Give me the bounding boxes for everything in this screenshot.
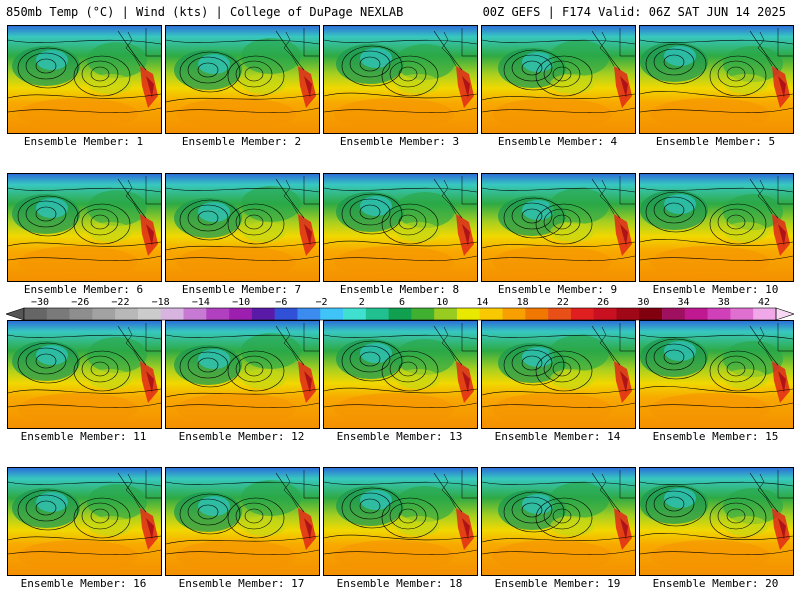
valid-time: 00Z GEFS | F174 Valid: 06Z SAT JUN 14 20… [482, 5, 786, 19]
colorbar-swatch [548, 308, 572, 320]
ensemble-member-label: Ensemble Member: 20 [652, 577, 779, 590]
colorbar-tick-label: −6 [275, 297, 288, 308]
colorbar-swatch [320, 308, 344, 320]
ensemble-member-map [639, 467, 794, 576]
colorbar-tick-label: −22 [111, 297, 130, 308]
ensemble-member-map [165, 467, 320, 576]
colorbar-swatch [251, 308, 275, 320]
colorbar-swatch [707, 308, 731, 320]
ensemble-member-label: Ensemble Member: 2 [181, 135, 302, 148]
colorbar-swatch [502, 308, 526, 320]
colorbar-swatch [92, 308, 116, 320]
colorbar-swatch [206, 308, 230, 320]
colorbar-tick-label: 42 [757, 297, 771, 308]
ensemble-member-label: Ensemble Member: 17 [178, 577, 305, 590]
colorbar-swatch [69, 308, 93, 320]
ensemble-member-map [165, 173, 320, 282]
colorbar-min-arrow [6, 307, 25, 321]
colorbar-tick-labels: −30 −26 −22 −18 −14 −10 −6 −2 2 6 10 14 18 22 26 30 34 38… [0, 297, 800, 308]
ensemble-member-label: Ensemble Member: 16 [20, 577, 147, 590]
ensemble-member-label: Ensemble Member: 4 [497, 135, 618, 148]
ensemble-member-map [7, 320, 162, 429]
ensemble-member-map [323, 467, 478, 576]
ensemble-member-map [639, 320, 794, 429]
colorbar-max-arrow [775, 307, 794, 321]
colorbar-swatch [365, 308, 389, 320]
colorbar-tick-label: 10 [436, 297, 449, 308]
ensemble-member-label: Ensemble Member: 11 [20, 430, 147, 443]
ensemble-member-label: Ensemble Member: 15 [652, 430, 779, 443]
colorbar-swatch [662, 308, 686, 320]
ensemble-member-label: Ensemble Member: 1 [23, 135, 144, 148]
ensemble-member-label: Ensemble Member: 5 [655, 135, 776, 148]
colorbar-swatch [684, 308, 708, 320]
colorbar-swatch [479, 308, 503, 320]
colorbar-swatch [456, 308, 481, 320]
colorbar-swatch [388, 308, 412, 320]
colorbar-swatch [434, 308, 458, 320]
colorbar-swatch [229, 308, 253, 320]
ensemble-member-map [7, 173, 162, 282]
temperature-colorbar [6, 307, 794, 321]
colorbar-swatch [411, 308, 435, 320]
colorbar-swatch [183, 308, 207, 320]
colorbar-outline [23, 307, 777, 321]
ensemble-member-map [481, 320, 636, 429]
ensemble-member-map [7, 467, 162, 576]
colorbar-tick-label: 22 [556, 297, 569, 308]
ensemble-member-map [323, 25, 478, 134]
ensemble-member-map [165, 320, 320, 429]
ensemble-member-label: Ensemble Member: 18 [336, 577, 463, 590]
colorbar-swatch [274, 308, 298, 320]
colorbar-tick-label: 2 [358, 297, 365, 308]
ensemble-member-map [165, 25, 320, 134]
colorbar-tick-label: 14 [476, 297, 489, 308]
ensemble-member-map [323, 173, 478, 282]
ensemble-member-label: Ensemble Member: 6 [23, 283, 144, 296]
colorbar-swatch [570, 308, 594, 320]
ensemble-member-map [481, 173, 636, 282]
colorbar-swatch [297, 308, 321, 320]
colorbar-tick-label: 38 [717, 297, 730, 308]
colorbar-swatch [616, 308, 640, 320]
colorbar-tick-label: −2 [315, 297, 328, 308]
colorbar-swatch [24, 308, 48, 320]
ensemble-member-label: Ensemble Member: 9 [497, 283, 618, 296]
chart-title: 850mb Temp (°C) | Wind (kts) | College o… [6, 5, 404, 19]
ensemble-member-label: Ensemble Member: 8 [339, 283, 460, 296]
ensemble-member-map [323, 320, 478, 429]
colorbar-swatch [525, 308, 549, 320]
ensemble-member-map [481, 467, 636, 576]
colorbar-swatch [593, 308, 617, 320]
ensemble-member-map [639, 25, 794, 134]
colorbar-tick-label: 30 [637, 297, 650, 308]
colorbar-tick-label: −10 [232, 297, 251, 308]
colorbar-tick-label: 26 [597, 297, 610, 308]
colorbar-tick-label: −30 [30, 297, 50, 308]
colorbar-tick-label: −18 [151, 297, 170, 308]
colorbar-tick-label: −14 [191, 297, 210, 308]
ensemble-member-label: Ensemble Member: 13 [336, 430, 463, 443]
colorbar-swatch [115, 308, 139, 320]
ensemble-member-map [481, 25, 636, 134]
colorbar-swatch [137, 308, 162, 320]
ensemble-member-map [7, 25, 162, 134]
colorbar-swatch [730, 308, 754, 320]
ensemble-member-map [639, 173, 794, 282]
ensemble-member-label: Ensemble Member: 10 [652, 283, 779, 296]
colorbar-tick-label: 6 [398, 297, 406, 308]
colorbar-swatch [639, 308, 663, 320]
ensemble-member-label: Ensemble Member: 12 [178, 430, 305, 443]
ensemble-member-label: Ensemble Member: 14 [494, 430, 621, 443]
ensemble-member-label: Ensemble Member: 3 [339, 135, 460, 148]
colorbar-swatch [343, 308, 367, 320]
colorbar-tick-label: 18 [516, 297, 529, 308]
colorbar-swatch [46, 308, 70, 320]
colorbar-tick-label: 34 [677, 297, 690, 308]
ensemble-member-label: Ensemble Member: 7 [181, 283, 302, 296]
colorbar-swatch [753, 308, 777, 320]
colorbar-tick-label: −26 [71, 297, 90, 308]
ensemble-member-label: Ensemble Member: 19 [494, 577, 621, 590]
colorbar-swatch [160, 308, 184, 320]
